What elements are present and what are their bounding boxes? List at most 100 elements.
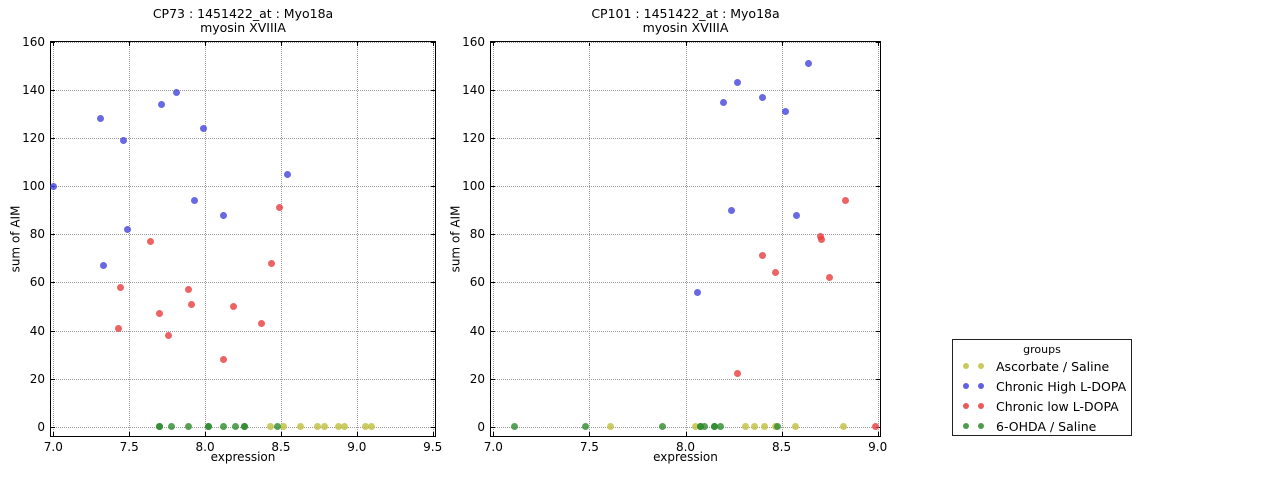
x-tick-mark xyxy=(781,42,783,46)
x-tick-label: 7.0 xyxy=(483,440,503,454)
y-tick-mark xyxy=(431,90,435,92)
x-tick-mark xyxy=(356,42,358,46)
legend-entry: Chronic low L-DOPA xyxy=(953,396,1131,416)
data-point xyxy=(720,98,728,106)
data-point xyxy=(257,319,265,327)
plot-title: CP101 : 1451422_at : Myo18a myosin XVIII… xyxy=(491,7,880,35)
x-tick-mark xyxy=(589,432,591,436)
y-gridline xyxy=(491,138,880,140)
y-tick-label: 160 xyxy=(22,35,45,49)
data-point xyxy=(772,269,780,277)
y-tick-label: 120 xyxy=(462,131,485,146)
y-tick-mark xyxy=(491,138,495,140)
legend-entry: Ascorbate / Saline xyxy=(953,356,1131,376)
y-gridline xyxy=(491,378,880,380)
legend-title: groups xyxy=(1023,343,1061,356)
y-tick-label: 100 xyxy=(462,179,485,194)
data-point xyxy=(219,211,227,219)
x-tick-mark xyxy=(493,42,495,46)
data-point xyxy=(266,423,274,431)
x-tick-mark xyxy=(685,42,687,46)
data-point xyxy=(716,423,724,431)
data-point xyxy=(119,137,127,145)
x-tick-mark xyxy=(205,432,207,436)
data-point xyxy=(297,423,305,431)
x-tick-label: 9.5 xyxy=(423,440,443,454)
y-tick-mark xyxy=(876,138,880,140)
data-point xyxy=(168,423,176,431)
y-tick-mark xyxy=(491,234,495,236)
data-point xyxy=(313,423,321,431)
y-tick-mark xyxy=(431,282,435,284)
y-tick-mark xyxy=(431,234,435,236)
y-gridline xyxy=(51,138,435,140)
x-tick-mark xyxy=(356,432,358,436)
data-point xyxy=(241,423,249,431)
data-point xyxy=(760,423,768,431)
data-point xyxy=(124,226,132,234)
x-tick-mark xyxy=(781,432,783,436)
x-axis-label: expression xyxy=(210,450,276,464)
y-tick-mark xyxy=(876,42,880,43)
data-point xyxy=(818,235,826,243)
data-point xyxy=(758,252,766,260)
data-point xyxy=(362,423,370,431)
y-gridline xyxy=(491,282,880,284)
data-point xyxy=(219,355,227,363)
y-gridline xyxy=(491,426,880,428)
x-gridline xyxy=(493,42,495,436)
x-tick-mark xyxy=(685,432,687,436)
data-point xyxy=(156,423,164,431)
data-point xyxy=(781,108,789,116)
x-tick-label: 8.5 xyxy=(772,440,792,454)
data-point xyxy=(733,370,741,378)
legend-marker-icon xyxy=(963,403,969,409)
x-gridline xyxy=(280,42,282,436)
x-tick-mark xyxy=(129,42,131,46)
data-point xyxy=(733,79,741,87)
data-point xyxy=(872,423,880,431)
data-point xyxy=(283,170,291,178)
y-tick-mark xyxy=(876,234,880,236)
legend-entry: 6-OHDA / Saline xyxy=(953,416,1131,436)
legend-entry-label: Chronic low L-DOPA xyxy=(996,398,1119,414)
y-tick-label: 80 xyxy=(469,227,485,242)
x-tick-label: 7.5 xyxy=(119,440,139,454)
y-tick-label: 20 xyxy=(469,371,485,386)
data-point xyxy=(115,324,123,332)
data-point xyxy=(231,423,239,431)
data-point xyxy=(268,259,276,267)
data-point xyxy=(230,302,238,310)
x-tick-mark xyxy=(280,42,282,46)
x-gridline xyxy=(589,42,591,436)
y-tick-mark xyxy=(51,282,55,284)
y-tick-label: 160 xyxy=(462,35,485,49)
data-point xyxy=(49,182,57,190)
y-tick-label: 120 xyxy=(22,131,45,146)
y-tick-mark xyxy=(51,330,55,332)
y-gridline xyxy=(51,186,435,188)
y-gridline xyxy=(51,42,435,43)
y-tick-label: 140 xyxy=(462,83,485,98)
y-tick-label: 40 xyxy=(29,323,45,338)
y-gridline xyxy=(51,90,435,92)
data-point xyxy=(335,423,343,431)
data-point xyxy=(341,423,349,431)
data-point xyxy=(156,310,164,318)
data-point xyxy=(826,274,834,282)
x-tick-label: 8.0 xyxy=(675,440,696,454)
data-point xyxy=(275,204,283,212)
x-tick-label: 8.5 xyxy=(271,440,291,454)
x-tick-mark xyxy=(589,42,591,46)
data-point xyxy=(691,423,699,431)
y-tick-label: 60 xyxy=(469,275,485,290)
x-tick-label: 9.0 xyxy=(347,440,367,454)
x-tick-mark xyxy=(205,42,207,46)
x-gridline xyxy=(432,42,434,436)
y-tick-mark xyxy=(491,282,495,284)
x-tick-mark xyxy=(432,42,434,46)
data-point xyxy=(701,423,709,431)
y-tick-mark xyxy=(431,330,435,332)
data-point xyxy=(368,423,376,431)
data-point xyxy=(728,206,736,214)
